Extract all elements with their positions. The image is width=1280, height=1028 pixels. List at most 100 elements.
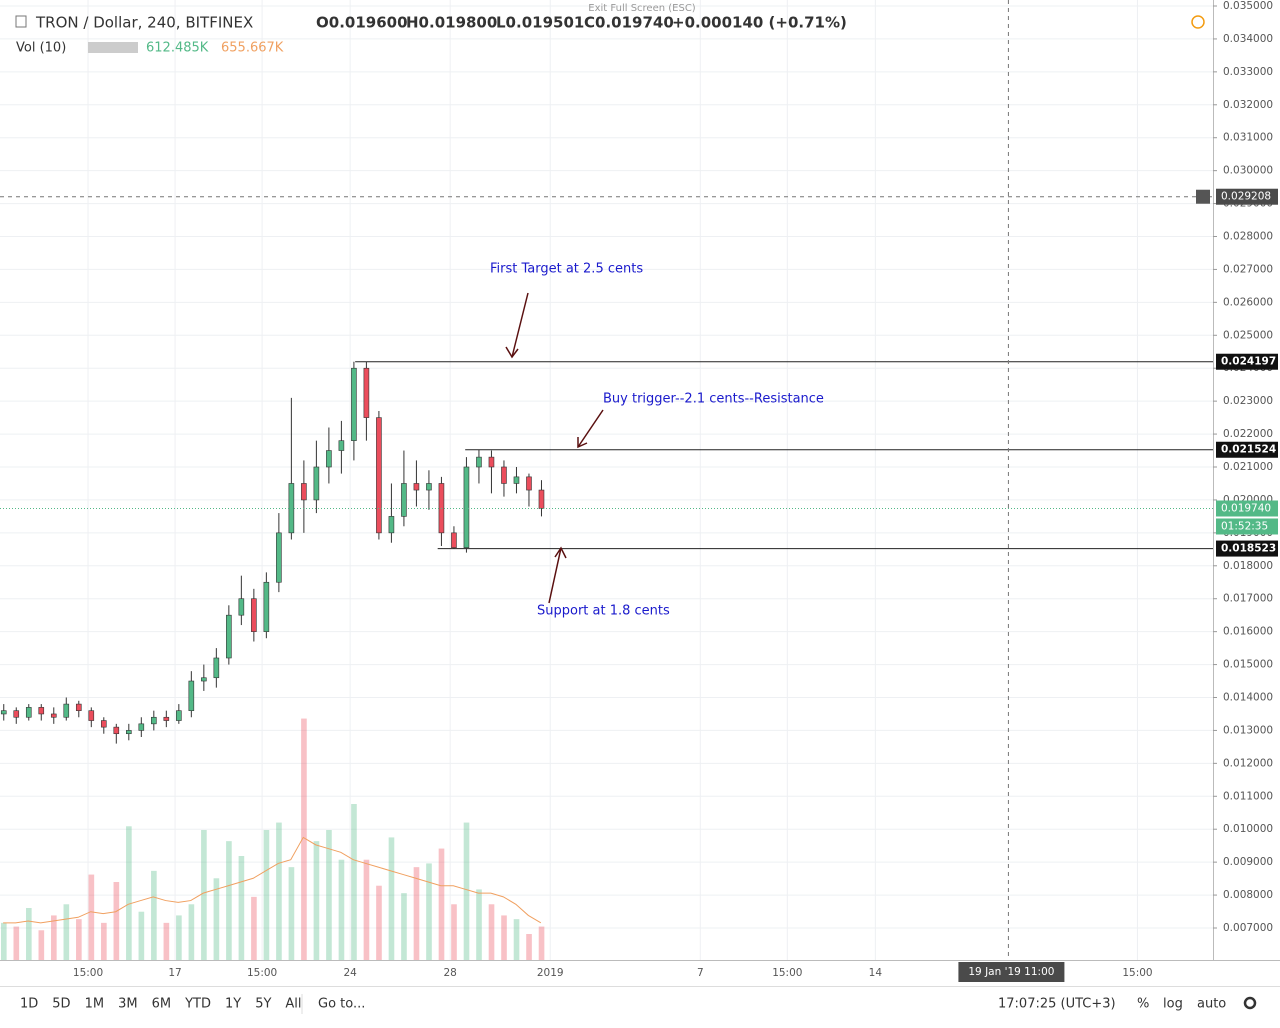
y-tick-label: 0.026000 — [1223, 296, 1273, 308]
toolbar-border — [0, 986, 1280, 987]
y-tick-label: 0.007000 — [1223, 922, 1273, 934]
arrow — [577, 409, 604, 448]
arrowhead — [505, 346, 519, 359]
y-tick-label: 0.014000 — [1223, 692, 1273, 704]
goto[interactable]: Go to... — [318, 997, 365, 1012]
volume-bar — [388, 837, 395, 960]
candle-body — [426, 483, 432, 491]
percent-toggle[interactable]: % — [1137, 997, 1149, 1012]
x-tick-label: 15:00 — [772, 967, 802, 979]
volume-bar — [488, 904, 495, 960]
candle-body — [151, 716, 157, 725]
candle-body — [513, 476, 520, 484]
volume-bar — [163, 922, 170, 960]
candle-body — [401, 483, 407, 517]
auto-toggle[interactable]: auto — [1197, 997, 1226, 1012]
settings-icon[interactable] — [1243, 996, 1257, 1010]
volume-bar — [463, 822, 470, 960]
candle-body — [326, 450, 332, 468]
x-tick-label: 2019 — [537, 967, 564, 979]
y-tick-label: 0.035000 — [1223, 0, 1273, 12]
range-button[interactable]: 3M — [118, 997, 138, 1012]
candle-body — [113, 726, 120, 735]
volume-bar — [276, 822, 282, 960]
volume-value: 612.485K — [146, 41, 209, 56]
price-label-box — [1216, 500, 1278, 517]
candle-body — [25, 707, 32, 718]
volume-bar — [226, 841, 232, 960]
range-button[interactable]: 5Y — [255, 997, 271, 1012]
candle-body — [488, 456, 495, 468]
range-button[interactable]: 1D — [20, 997, 38, 1012]
candle-body — [301, 483, 307, 501]
volume-bar — [13, 926, 20, 960]
range-button[interactable]: 6M — [152, 997, 172, 1012]
y-tick-label: 0.017000 — [1223, 593, 1273, 605]
y-tick-label: 0.025000 — [1223, 329, 1273, 341]
volume-bar — [451, 904, 457, 960]
volume-bar — [438, 848, 445, 960]
x-tick-label: 14 — [869, 967, 883, 979]
candle-body — [338, 440, 345, 451]
collapse-icon[interactable] — [15, 15, 27, 28]
ohlc-open: O0.019600 — [316, 14, 408, 32]
range-button[interactable]: 1M — [85, 997, 105, 1012]
volume-bar — [351, 804, 357, 960]
volume-ma — [3, 836, 542, 924]
range-button[interactable]: All — [285, 997, 301, 1012]
log-toggle[interactable]: log — [1163, 997, 1183, 1012]
y-tick-label: 0.010000 — [1223, 823, 1273, 835]
ohlc-low: L0.019501 — [496, 14, 584, 32]
x-tick-label: 15:00 — [1122, 967, 1152, 979]
x-tick-label: 15:00 — [247, 967, 277, 979]
volume-label[interactable]: Vol (10) — [16, 41, 66, 56]
bottom-toolbar — [0, 987, 1280, 1024]
plot: 0.007000 0.008000 0.009000 0.010000 0.011000… — [0, 0, 1278, 982]
candle-body — [388, 516, 395, 534]
y-tick-label: 0.034000 — [1223, 33, 1273, 45]
candle-body — [363, 367, 370, 418]
candle-body — [538, 489, 545, 509]
y-tick-label: 0.027000 — [1223, 263, 1273, 275]
arrowhead — [577, 437, 588, 449]
time-axis-border — [0, 960, 1280, 961]
candle-body — [88, 710, 95, 721]
x-tick-label: 7 — [697, 967, 704, 979]
volume-bar — [501, 915, 507, 960]
y-tick-label: 0.022000 — [1223, 428, 1273, 440]
y-tick-label: 0.012000 — [1223, 757, 1273, 769]
exit-fullscreen[interactable]: Exit Full Screen (ESC) — [588, 3, 696, 14]
volume-bar — [338, 859, 345, 960]
volume-bar — [88, 874, 95, 960]
volume-bar — [213, 878, 220, 960]
volume-bar — [113, 882, 120, 960]
price-label-box — [1216, 540, 1278, 557]
candle-body — [188, 680, 195, 711]
range-button[interactable]: 5D — [52, 997, 70, 1012]
price-axis-border — [1213, 0, 1214, 960]
candle-body — [376, 417, 382, 534]
x-tick-label: 17 — [168, 967, 181, 979]
annotation: Buy trigger--2.1 cents--Resistance — [603, 392, 824, 407]
price-label: 0.024197 — [1221, 356, 1276, 368]
volume-bar — [263, 830, 270, 960]
volume-bar — [326, 830, 332, 960]
volume-bar — [1, 922, 7, 960]
candle-body — [251, 598, 257, 632]
range-button[interactable]: 1Y — [225, 997, 241, 1012]
volume-ma-value: 655.667K — [221, 41, 284, 56]
x-tick-label: 28 — [443, 967, 456, 979]
range-button[interactable]: YTD — [184, 997, 211, 1012]
volume-bar — [363, 859, 370, 960]
annotation: First Target at 2.5 cents — [490, 262, 643, 277]
volume-bar — [26, 908, 32, 960]
crosshair-button[interactable] — [1196, 189, 1210, 204]
alert-icon[interactable] — [1191, 15, 1205, 29]
price-label-box — [1216, 441, 1278, 458]
volume-bar — [238, 856, 245, 960]
indicator-buttons[interactable] — [88, 42, 138, 53]
symbol[interactable]: TRON / Dollar, 240, BITFINEX — [35, 14, 253, 32]
clock[interactable]: 17:07:25 (UTC+3) — [998, 997, 1116, 1012]
candle-body — [463, 466, 470, 548]
